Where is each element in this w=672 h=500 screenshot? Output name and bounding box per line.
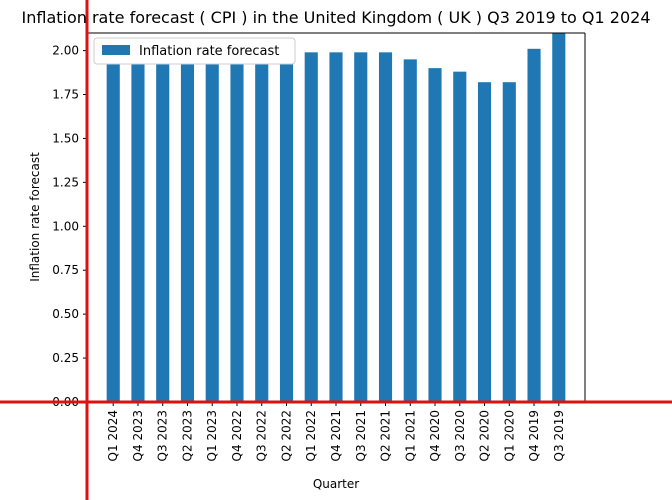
x-tick-label: Q1 2024 xyxy=(106,410,120,461)
x-tick-label: Q1 2022 xyxy=(304,410,318,461)
y-tick-label: 1.75 xyxy=(52,88,79,102)
y-axis: 0.000.250.500.751.001.251.501.752.00 xyxy=(52,44,87,409)
bar-q1-2024 xyxy=(106,50,120,402)
bar-q3-2019 xyxy=(552,33,566,402)
bar-q4-2022 xyxy=(230,50,244,402)
x-tick-label: Q4 2021 xyxy=(329,410,343,461)
bar-q3-2023 xyxy=(156,50,170,402)
y-tick-label: 0.50 xyxy=(52,307,79,321)
x-tick-label: Q3 2023 xyxy=(156,410,170,461)
chart-title: Inflation rate forecast ( CPI ) in the U… xyxy=(22,8,651,27)
y-axis-label: Inflation rate forecast xyxy=(28,152,42,282)
bar-q2-2021 xyxy=(378,52,393,402)
bar-q4-2020 xyxy=(428,68,442,402)
legend-label: Inflation rate forecast xyxy=(139,44,279,59)
y-tick-label: 1.50 xyxy=(52,131,79,145)
bar-q4-2019 xyxy=(527,48,541,403)
bar-q2-2020 xyxy=(477,82,492,402)
x-axis: Q1 2024 Q4 2023 Q3 2023 Q2 2023 Q1 2023 Q4 20… xyxy=(106,402,566,461)
x-tick-label: Q2 2021 xyxy=(379,410,393,461)
bar-q2-2022 xyxy=(279,50,294,402)
y-tick-label: 0.25 xyxy=(52,351,79,365)
x-tick-label: Q2 2020 xyxy=(478,410,492,461)
x-tick-label: Q1 2021 xyxy=(403,410,417,461)
x-tick-label: Q2 2023 xyxy=(180,410,194,461)
y-tick-label: 1.00 xyxy=(52,219,79,233)
x-tick-label: Q3 2019 xyxy=(552,410,566,461)
bar-q4-2023 xyxy=(131,50,145,402)
bar-q3-2020 xyxy=(453,71,467,402)
bar-q1-2020 xyxy=(502,82,516,402)
x-tick-label: Q4 2019 xyxy=(527,410,541,461)
legend-swatch xyxy=(102,45,130,55)
legend: Inflation rate forecast xyxy=(93,37,296,65)
legend-box xyxy=(93,37,296,65)
x-tick-label: Q1 2020 xyxy=(502,410,516,461)
x-tick-label: Q4 2020 xyxy=(428,410,442,461)
x-tick-label: Q3 2020 xyxy=(453,410,467,461)
y-tick-label: 2.00 xyxy=(52,44,79,58)
bar-q1-2023 xyxy=(205,50,219,402)
bar-group xyxy=(106,33,566,403)
x-tick-label: Q3 2022 xyxy=(255,410,269,461)
bar-q4-2021 xyxy=(329,52,343,402)
bar-q1-2022 xyxy=(304,52,318,402)
x-tick-label: Q4 2023 xyxy=(131,410,145,461)
x-tick-label: Q3 2021 xyxy=(354,410,368,461)
bar-q1-2021 xyxy=(403,59,417,403)
x-tick-label: Q2 2022 xyxy=(279,410,293,461)
bar-q3-2022 xyxy=(255,50,269,402)
x-axis-label: Quarter xyxy=(313,477,359,491)
x-tick-label: Q1 2023 xyxy=(205,410,219,461)
y-tick-label: 0.75 xyxy=(52,263,79,277)
bar-q2-2023 xyxy=(180,50,195,402)
y-tick-label: 1.25 xyxy=(52,175,79,189)
x-tick-label: Q4 2022 xyxy=(230,410,244,461)
bar-q3-2021 xyxy=(354,52,368,402)
